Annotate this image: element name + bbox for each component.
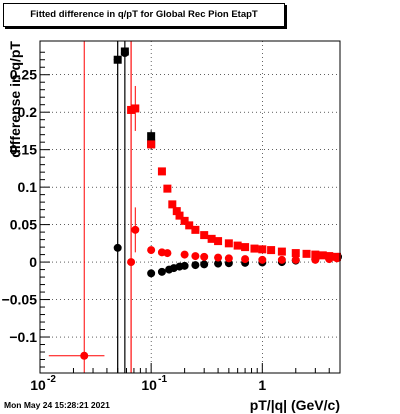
data-point-circle [80,351,89,360]
y-tick-label: 0 [29,254,37,270]
data-point-circle [214,259,223,268]
data-point-square [175,211,184,220]
series-0 [113,41,343,373]
x-tick-label: 10 [30,377,46,393]
data-point-square [131,104,140,113]
data-point-square [241,243,250,252]
data-series [48,41,343,373]
y-tick-label: 0.1 [18,179,38,195]
data-point-square [224,239,233,248]
y-tick-label: 0.2 [18,104,38,120]
data-point-circle [311,255,320,264]
x-tick-label: 1 [258,377,266,393]
data-point-circle [224,254,233,263]
data-point-circle [120,48,129,57]
data-point-square [311,250,320,259]
data-point-square [277,247,286,256]
data-point-circle [113,243,122,252]
data-point-square [207,234,216,243]
y-tick-label: 0.15 [10,142,37,158]
data-point-square [157,167,166,176]
data-point-square [185,221,194,230]
data-point-circle [147,269,156,278]
data-point-square [172,207,181,216]
data-point-square [302,249,311,258]
data-point-circle [200,252,209,261]
grid-lines [40,41,340,373]
data-point-square [191,225,200,234]
data-point-square [250,244,259,253]
data-point-square [147,140,156,149]
data-point-circle [291,255,300,264]
data-point-circle [147,246,156,255]
y-tick-label: −0.1 [9,329,37,345]
data-point-circle [214,253,223,262]
data-point-circle [241,255,250,264]
y-tick-label: −0.05 [2,292,38,308]
y-tick-label: 0.25 [10,67,37,83]
data-point-square [147,132,156,141]
data-point-square [233,241,242,250]
timestamp-label: Mon May 24 15:28:21 2021 [4,400,110,410]
axes: 0.250.20.150.10.050−0.05−0.110 -2 10 -1 1 [2,51,341,393]
x-tick-label: 10 [141,377,157,393]
data-point-square [291,249,300,258]
data-point-square [267,246,276,255]
x-tick-exponent: -1 [158,374,167,385]
data-point-circle [325,255,334,264]
data-point-circle [258,255,267,264]
data-point-circle [333,254,342,263]
data-point-circle [131,225,140,234]
x-axis-label: pT/|q| (GeV/c) [250,397,340,413]
data-point-circle [191,261,200,270]
data-point-square [163,184,172,193]
plot-frame [39,40,341,374]
data-point-circle [163,249,172,258]
data-point-square [214,237,223,246]
data-point-square [180,216,189,225]
data-point-circle [180,250,189,259]
y-tick-label: 0.05 [10,217,37,233]
data-point-square [200,231,209,240]
series-1 [48,41,342,373]
x-tick-exponent: -2 [47,374,56,385]
data-point-square [318,251,327,260]
data-point-circle [191,252,200,261]
y-axis-label: differense in q/pT [7,41,23,158]
data-point-circle [180,261,189,270]
data-point-square [168,200,177,209]
data-point-circle [157,267,166,276]
chart-title: Fitted difference in q/pT for Global Rec… [3,3,285,27]
data-point-circle [200,260,209,269]
data-point-circle [277,255,286,264]
data-point-circle [127,258,136,267]
data-point-square [258,245,267,254]
